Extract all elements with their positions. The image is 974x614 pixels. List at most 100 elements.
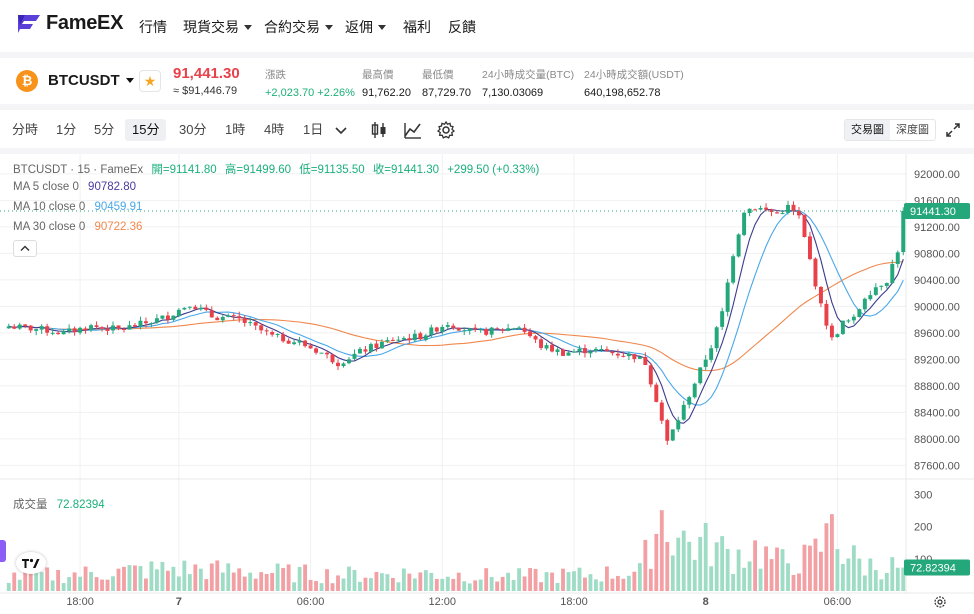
volume-bar (528, 568, 533, 591)
volume-bar (116, 568, 121, 591)
divider (0, 52, 974, 58)
volume-bar (791, 574, 796, 591)
candle-body (347, 359, 351, 364)
volume-bar (352, 569, 357, 591)
candle-body (747, 208, 752, 214)
tab-depth-chart[interactable]: 深度圖 (896, 124, 929, 136)
stat-value: 7,130.03069 (482, 87, 544, 99)
price-chart[interactable]: 92000.00 91600.00 91200.00 90800.00 90400.00… (0, 154, 974, 614)
candle-body (149, 323, 154, 325)
candle-body (846, 320, 851, 322)
brand-logo[interactable]: FameEX (16, 12, 123, 35)
chevron-down-icon[interactable] (333, 120, 349, 140)
candle-body (692, 383, 697, 398)
volume-bar (764, 546, 768, 591)
candle-body (901, 210, 906, 253)
volume-bar (747, 561, 752, 591)
settings-gear-icon[interactable] (436, 120, 456, 140)
candle-body (720, 311, 725, 327)
volume-bar (456, 572, 461, 591)
candle-body (818, 286, 823, 304)
volume-bar (275, 563, 280, 591)
nav-item-futures[interactable]: 合約交易 (264, 17, 333, 37)
candle-body (835, 334, 840, 338)
candle-body (231, 315, 236, 317)
candle-body (884, 283, 889, 286)
price-axis-label: 90000.00 (914, 301, 960, 313)
chart-settings-gear-icon[interactable] (933, 595, 947, 609)
volume-bar (632, 571, 637, 591)
candle-body (116, 325, 121, 329)
timeframe-15m[interactable]: 15分 (125, 119, 167, 141)
candle-body (45, 326, 50, 333)
symbol-selector[interactable]: BTCUSDT (48, 72, 134, 89)
volume-bar (94, 577, 99, 591)
timeframe-time[interactable]: 分時 (12, 122, 39, 137)
volume-label: 成交量 (13, 499, 48, 511)
nav-item-label: 反饋 (448, 19, 476, 35)
volume-bar (484, 568, 489, 591)
volume-bar (692, 559, 697, 591)
volume-bar (588, 574, 593, 591)
nav-item-feedback[interactable]: 反饋 (448, 17, 476, 37)
fullscreen-expand-icon[interactable] (944, 121, 962, 139)
timeframe-30m[interactable]: 30分 (179, 122, 207, 137)
last-price: 91,441.30 (173, 65, 240, 82)
volume-bar (813, 538, 818, 591)
candle-body (100, 327, 105, 329)
nav-item-label: 現貨交易 (183, 19, 239, 35)
ma5-line (8, 209, 904, 424)
candle-body (314, 348, 319, 353)
stat-high: 最高價 91,762.20 (362, 67, 411, 99)
candle-body (28, 325, 33, 331)
legend-open: 開=91141.80 (151, 164, 217, 176)
candle-body (336, 362, 340, 367)
timeframe-1h[interactable]: 1時 (225, 122, 246, 137)
favorite-star-icon[interactable]: ★ (139, 70, 161, 92)
candle-body (582, 348, 587, 354)
legend-collapse-button[interactable] (13, 240, 37, 257)
candle-body (215, 317, 220, 321)
volume-bar (544, 572, 549, 591)
candle-body (615, 353, 620, 356)
timeframe-5m[interactable]: 5分 (94, 122, 115, 137)
side-panel-tab[interactable] (0, 540, 6, 562)
candle-body (797, 211, 801, 216)
candle-body (786, 204, 790, 213)
volume-bar (67, 577, 72, 591)
nav-item-welfare[interactable]: 福利 (403, 17, 431, 37)
stat-label: 最高價 (362, 69, 394, 81)
volume-bar (489, 577, 494, 591)
volume-bar (56, 569, 61, 591)
volume-legend: 成交量 72.82394 (13, 496, 105, 512)
ma10-label: MA 10 close 0 (13, 201, 86, 213)
volume-bar (495, 581, 500, 591)
indicator-icon[interactable] (403, 120, 423, 140)
volume-bar (758, 568, 763, 591)
nav-item-spot[interactable]: 現貨交易 (183, 17, 252, 37)
volume-bar (604, 566, 609, 591)
volume-bar (358, 581, 362, 591)
nav-item-market[interactable]: 行情 (139, 17, 167, 37)
volume-bar (253, 578, 258, 591)
tab-trading-chart[interactable]: 交易圖 (845, 120, 890, 140)
candle-body (270, 331, 275, 335)
candle-body (506, 328, 511, 331)
ma5-legend: MA 5 close 0 90782.80 (13, 181, 136, 193)
volume-bar (187, 574, 192, 591)
nav-item-rebate[interactable]: 返佣 (345, 17, 386, 37)
tradingview-logo-icon[interactable] (16, 552, 46, 574)
volume-bar (824, 523, 829, 591)
timeframe-4h[interactable]: 4時 (264, 122, 285, 137)
chart-canvas[interactable]: 92000.0091600.0091200.0090800.0090400.00… (0, 154, 974, 614)
volume-bar (412, 578, 417, 591)
candlestick-type-icon[interactable] (369, 120, 389, 140)
volume-bar (725, 548, 730, 591)
candle-body (182, 307, 187, 310)
candle-body (308, 345, 313, 349)
timeframe-1d[interactable]: 1日 (303, 122, 324, 137)
candle-body (566, 352, 571, 356)
candle-body (456, 327, 461, 331)
candle-body (561, 349, 565, 356)
timeframe-1m[interactable]: 1分 (56, 122, 77, 137)
